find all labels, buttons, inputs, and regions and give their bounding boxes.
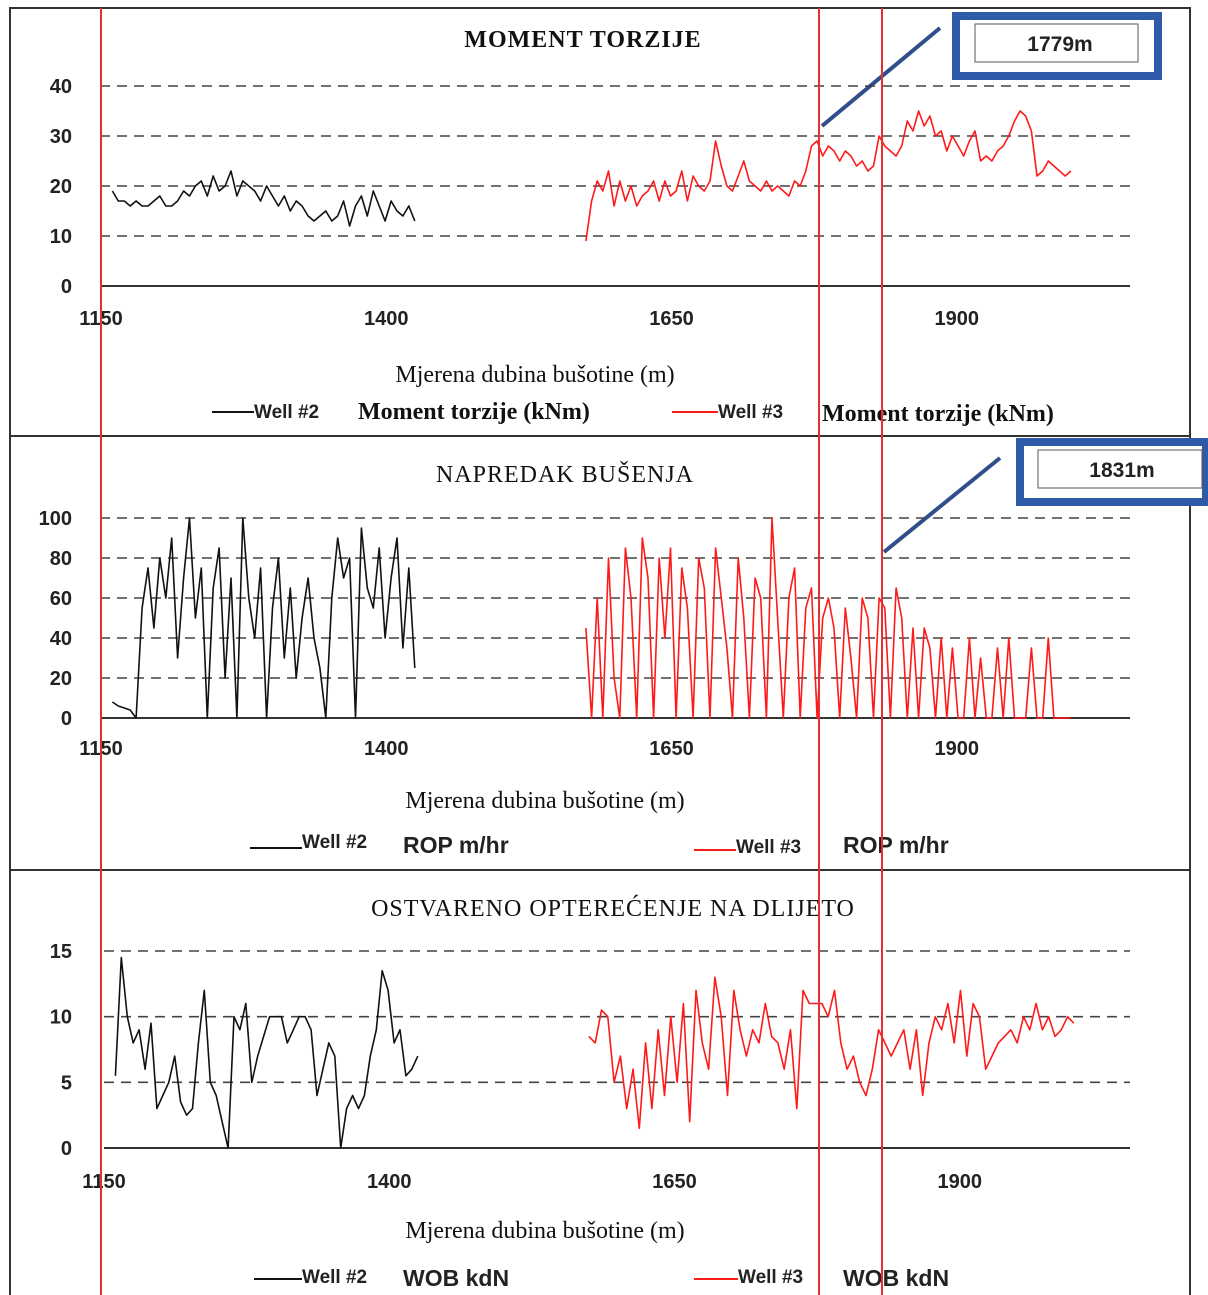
y-tick-label: 40 <box>50 76 72 98</box>
x-tick-label: 1650 <box>652 1171 697 1193</box>
x-axis-label: Mjerena dubina bušotine (m) <box>405 1218 684 1244</box>
x-tick-label: 1900 <box>938 1171 983 1193</box>
y-tick-label: 80 <box>50 548 72 570</box>
legend-label-well2: Moment torzije (kNm) <box>358 399 590 425</box>
x-axis-label: Mjerena dubina bušotine (m) <box>405 788 684 814</box>
callout-inner <box>974 23 1139 63</box>
legend-well2: Well #2 <box>302 1267 367 1288</box>
series-line-well2 <box>111 170 416 227</box>
x-tick-label: 1650 <box>649 738 694 760</box>
y-tick-label: 15 <box>50 941 72 963</box>
legend-label-well3: Moment torzije (kNm) <box>822 401 1054 427</box>
y-tick-label: 0 <box>61 708 72 730</box>
x-axis-label: Mjerena dubina bušotine (m) <box>395 362 674 388</box>
callout-label: 1779m <box>1027 33 1092 56</box>
y-tick-label: 40 <box>50 628 72 650</box>
x-tick-label: 1650 <box>649 308 694 330</box>
legend-well2: Well #2 <box>302 832 367 853</box>
legend-label-well3: ROP m/hr <box>843 832 949 858</box>
y-tick-label: 5 <box>61 1072 72 1094</box>
y-tick-label: 60 <box>50 588 72 610</box>
x-tick-label: 1400 <box>364 308 409 330</box>
y-tick-label: 20 <box>50 668 72 690</box>
x-tick-label: 1400 <box>364 738 409 760</box>
depth-markers <box>100 8 883 1295</box>
y-tick-label: 20 <box>50 176 72 198</box>
series-line-well2 <box>111 517 416 719</box>
y-tick-label: 10 <box>50 1007 72 1029</box>
legend-well3: Well #3 <box>736 837 801 858</box>
y-tick-label: 10 <box>50 226 72 248</box>
callout-label: 1831m <box>1089 459 1154 482</box>
series-line-well3 <box>585 517 1071 719</box>
chart-title: OSTVARENO OPTEREĆENJE NA DLIJETO <box>371 895 855 922</box>
panel-3-frame <box>9 869 1191 1295</box>
legend-well2: Well #2 <box>254 402 319 423</box>
series-line-well3 <box>588 976 1075 1130</box>
chart-title: MOMENT TORZIJE <box>464 27 701 53</box>
torque-chart: MOMENT TORZIJE Mjerena dubina bušotine (… <box>50 12 1162 427</box>
legend-label-well2: ROP m/hr <box>403 832 509 858</box>
y-tick-label: 0 <box>61 1138 72 1160</box>
rop-chart: NAPREDAK BUŠENJA Mjerena dubina bušotine… <box>39 438 1208 858</box>
y-tick-label: 30 <box>50 126 72 148</box>
x-tick-label: 1400 <box>367 1171 412 1193</box>
y-tick-label: 0 <box>61 276 72 298</box>
wob-chart: OSTVARENO OPTEREĆENJE NA DLIJETO Mjerena… <box>50 895 1130 1291</box>
legend-well3: Well #3 <box>718 402 783 423</box>
x-tick-label: 1150 <box>82 1171 125 1193</box>
legend-well3: Well #3 <box>738 1267 803 1288</box>
x-tick-label: 1900 <box>935 738 980 760</box>
callout-arrow <box>882 456 1002 554</box>
chart-title: NAPREDAK BUŠENJA <box>436 461 694 488</box>
series-line-well3 <box>585 110 1072 242</box>
legend-label-well3: WOB kdN <box>843 1265 949 1291</box>
callout-inner <box>1037 449 1203 489</box>
y-tick-label: 100 <box>39 508 72 530</box>
x-tick-label: 1900 <box>935 308 980 330</box>
series-line-well2 <box>114 956 419 1149</box>
legend-label-well2: WOB kdN <box>403 1265 509 1291</box>
